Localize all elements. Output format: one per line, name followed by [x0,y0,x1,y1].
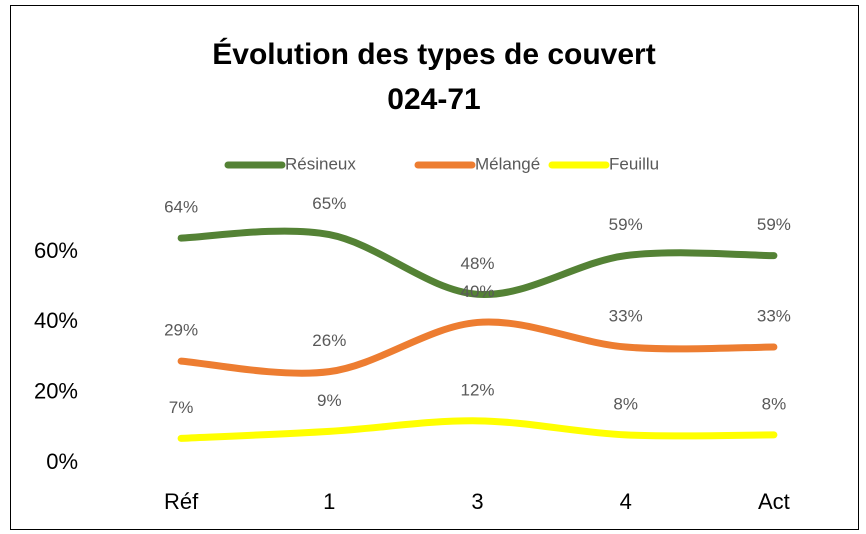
data-label: 33% [757,307,791,326]
data-label: 29% [164,321,198,340]
data-label: 40% [460,282,494,301]
x-tick-label: 3 [471,489,483,514]
legend-label: Résineux [285,154,356,173]
data-label: 65% [312,194,346,213]
legend-label: Feuillu [609,154,659,173]
chart-frame [10,5,859,530]
data-label: 59% [609,215,643,234]
data-label: 59% [757,215,791,234]
chart-subtitle: 024-71 [387,83,480,116]
data-label: 9% [317,391,342,410]
data-label: 48% [460,254,494,273]
x-tick-label: Act [758,489,790,514]
y-tick-label: 60% [34,238,78,263]
chart-title: Évolution des types de couvert [212,37,655,71]
data-label: 33% [609,307,643,326]
series-line [177,318,778,377]
x-tick-label: Réf [164,489,199,514]
data-label: 26% [312,331,346,350]
series-line [177,227,778,298]
series-line [177,417,778,442]
y-tick-label: 0% [46,449,78,474]
data-label: 8% [762,394,787,413]
data-label: 7% [169,398,194,417]
data-label: 64% [164,198,198,217]
data-label: 12% [460,380,494,399]
y-tick-label: 20% [34,379,78,404]
legend-label: Mélangé [475,154,540,173]
x-tick-label: 4 [620,489,632,514]
x-tick-label: 1 [323,489,335,514]
data-label: 8% [613,394,638,413]
y-tick-label: 40% [34,308,78,333]
